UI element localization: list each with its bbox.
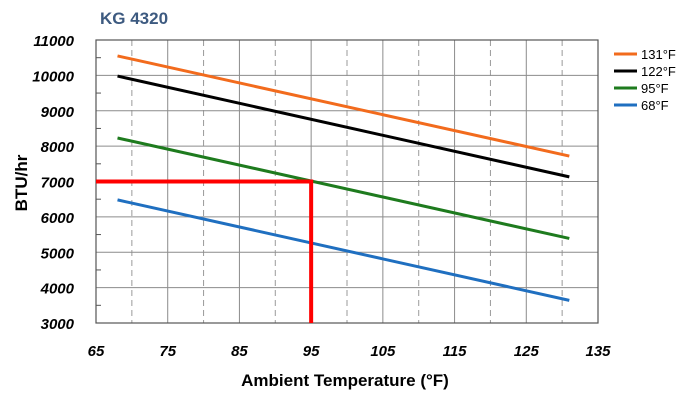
legend-label: 68°F — [641, 98, 669, 113]
x-tick-labels: 65 75 85 95 105 115 125 135 — [88, 343, 612, 360]
y-tick-label: 9000 — [41, 104, 75, 121]
reference-lines — [96, 179, 314, 323]
x-tick-label: 125 — [514, 343, 540, 360]
y-tick-label: 6000 — [41, 210, 75, 227]
x-tick-label: 85 — [231, 343, 248, 360]
series-line — [117, 74, 570, 179]
y-tick-labels: 3000 4000 5000 6000 7000 8000 9000 10000 11000 — [32, 33, 74, 333]
series-line — [117, 136, 570, 240]
x-tick-label: 105 — [370, 343, 396, 360]
legend: 131°F 122°F 95°F 68°F — [614, 47, 676, 113]
series-line — [117, 198, 570, 302]
y-axis-label: BTU/hr — [12, 154, 31, 211]
y-tick-label: 11000 — [33, 33, 74, 50]
legend-label: 95°F — [641, 81, 669, 96]
chart-title: KG 4320 — [100, 9, 169, 28]
legend-label: 122°F — [641, 64, 676, 79]
y-tick-label: 5000 — [41, 245, 75, 262]
x-tick-label: 135 — [585, 343, 611, 360]
y-tick-label: 10000 — [32, 68, 74, 85]
legend-label: 131°F — [641, 47, 676, 62]
x-tick-label: 95 — [303, 343, 320, 360]
y-tick-label: 3000 — [41, 316, 75, 333]
x-tick-label: 115 — [443, 343, 468, 360]
y-tick-label: 4000 — [40, 281, 75, 298]
y-tick-label: 8000 — [41, 139, 75, 156]
series-line — [117, 54, 570, 158]
series-lines — [117, 54, 570, 302]
y-tick-label: 7000 — [41, 175, 75, 192]
x-axis-label: Ambient Temperature (°F) — [241, 371, 449, 390]
x-tick-label: 65 — [88, 343, 105, 360]
x-tick-label: 75 — [159, 343, 176, 360]
